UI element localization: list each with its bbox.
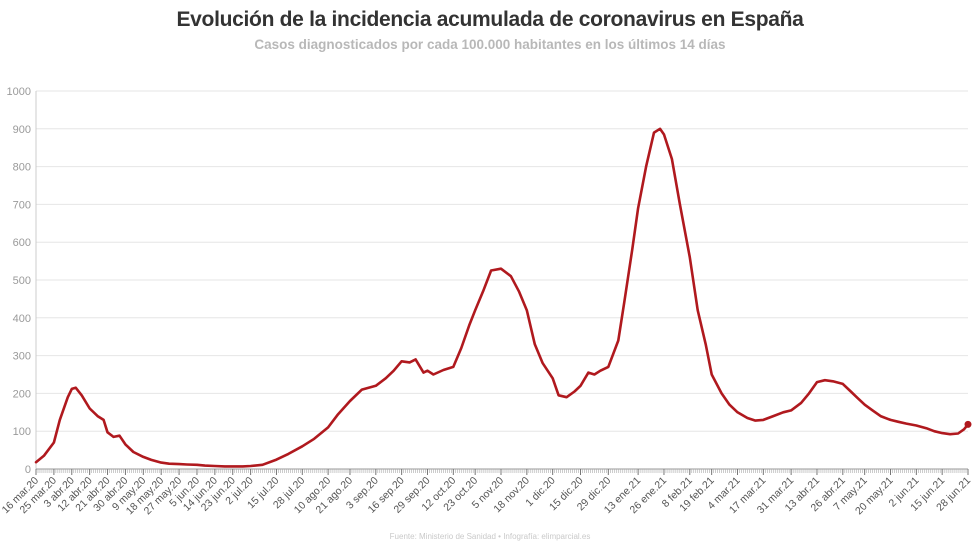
y-tick-label-100: 100 (13, 426, 31, 438)
y-tick-label-600: 600 (13, 237, 31, 249)
y-tick-label-500: 500 (13, 275, 31, 287)
last-point-marker (964, 420, 972, 428)
y-tick-label-300: 300 (13, 351, 31, 363)
y-tick-label-0: 0 (25, 464, 31, 476)
y-tick-label-900: 900 (13, 124, 31, 136)
chart-title: Evolución de la incidencia acumulada de … (176, 8, 804, 31)
y-tick-label-700: 700 (13, 199, 31, 211)
y-tick-label-400: 400 (13, 313, 31, 325)
incidence-line (34, 127, 970, 468)
y-tick-label-1000: 1000 (7, 86, 31, 98)
series-layer (34, 127, 972, 468)
y-tick-label-200: 200 (13, 388, 31, 400)
grid-lines (36, 90, 968, 432)
y-tick-label-800: 800 (13, 162, 31, 174)
y-axis: 0 100 200 300 400 500 600 700 800 900 1000 (7, 86, 37, 476)
source-credit: Fuente: Ministerio de Sanidad • Infograf… (389, 532, 591, 541)
chart-subtitle: Casos diagnosticados por cada 100.000 ha… (254, 37, 726, 52)
